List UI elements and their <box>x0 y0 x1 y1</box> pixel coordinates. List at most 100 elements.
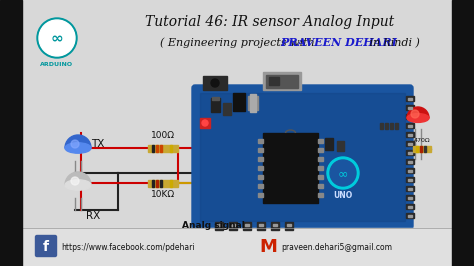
Bar <box>229 222 237 230</box>
Bar <box>385 123 388 129</box>
Bar <box>273 224 277 226</box>
Bar <box>318 148 323 152</box>
Circle shape <box>202 120 208 126</box>
Bar <box>203 76 227 90</box>
Bar <box>395 123 398 129</box>
Bar <box>200 118 210 128</box>
Bar <box>408 179 412 181</box>
Bar <box>390 123 393 129</box>
Bar <box>258 139 263 143</box>
Bar <box>258 157 263 161</box>
Circle shape <box>211 79 219 87</box>
Bar <box>318 139 323 143</box>
Bar <box>269 77 279 85</box>
Bar <box>408 134 412 136</box>
Circle shape <box>411 110 419 118</box>
Bar <box>406 132 414 137</box>
Wedge shape <box>407 107 429 118</box>
Bar <box>156 145 158 152</box>
Text: https://www.facebook.com/pdehari: https://www.facebook.com/pdehari <box>61 243 195 251</box>
Bar <box>408 197 412 199</box>
Bar <box>408 170 412 172</box>
Bar <box>287 224 291 226</box>
Bar <box>318 166 323 170</box>
Bar <box>380 123 383 129</box>
Bar <box>408 107 412 109</box>
Bar <box>160 145 162 152</box>
Bar <box>408 152 412 154</box>
Bar <box>318 193 323 197</box>
Circle shape <box>39 20 75 56</box>
Bar <box>408 215 412 217</box>
Bar <box>420 146 422 152</box>
Bar <box>406 177 414 182</box>
Bar <box>223 103 231 115</box>
Bar <box>212 97 219 100</box>
Bar <box>258 166 263 170</box>
FancyBboxPatch shape <box>192 85 413 229</box>
Bar <box>408 161 412 163</box>
Bar <box>248 96 258 110</box>
Bar <box>406 123 414 128</box>
Bar <box>215 222 223 230</box>
Bar <box>152 145 154 152</box>
Circle shape <box>71 177 79 185</box>
Text: ∞: ∞ <box>338 168 348 181</box>
Text: M: M <box>259 238 277 256</box>
Bar <box>416 146 418 152</box>
Bar <box>406 159 414 164</box>
Text: PRAVEEN DEHARI: PRAVEEN DEHARI <box>280 38 397 48</box>
Bar <box>231 224 235 226</box>
Text: ARDUINO: ARDUINO <box>40 61 73 66</box>
Bar <box>148 180 178 187</box>
Text: Analg signal: Analg signal <box>182 221 245 230</box>
Bar <box>406 204 414 209</box>
Bar <box>271 222 279 230</box>
Bar <box>408 116 412 118</box>
Bar <box>217 224 221 226</box>
Text: TX: TX <box>91 139 105 149</box>
Bar <box>170 180 172 187</box>
Bar <box>156 180 158 187</box>
Bar <box>406 105 414 110</box>
Bar <box>152 180 154 187</box>
Circle shape <box>327 157 359 189</box>
Ellipse shape <box>407 114 429 122</box>
Bar <box>245 224 249 226</box>
Bar <box>258 193 263 197</box>
Wedge shape <box>65 135 91 148</box>
Text: 470Ω: 470Ω <box>414 138 430 143</box>
Bar <box>148 145 178 152</box>
Bar <box>285 222 293 230</box>
Text: ∞: ∞ <box>51 31 64 45</box>
Bar <box>318 184 323 188</box>
Bar <box>337 141 344 151</box>
Bar <box>0 0 22 266</box>
Bar <box>318 175 323 179</box>
Bar <box>408 125 412 127</box>
Bar <box>406 96 414 101</box>
Text: praveen.dehari5@gmail.com: praveen.dehari5@gmail.com <box>281 243 392 251</box>
Circle shape <box>37 18 77 58</box>
Bar <box>258 148 263 152</box>
Ellipse shape <box>65 180 91 190</box>
Wedge shape <box>65 172 91 185</box>
Bar <box>406 168 414 173</box>
Bar <box>170 145 172 152</box>
Text: in hindi ): in hindi ) <box>366 38 420 48</box>
Bar <box>211 98 220 112</box>
Bar <box>452 0 474 266</box>
Bar <box>243 222 251 230</box>
Bar <box>318 157 323 161</box>
Bar <box>160 180 162 187</box>
Bar <box>259 224 263 226</box>
Bar <box>424 146 426 152</box>
Bar <box>22 228 452 266</box>
Text: UNO: UNO <box>333 190 353 200</box>
Circle shape <box>71 140 79 148</box>
Bar <box>263 72 301 90</box>
Bar <box>263 133 318 203</box>
Bar <box>257 222 265 230</box>
Bar <box>406 186 414 191</box>
Bar <box>325 138 333 150</box>
